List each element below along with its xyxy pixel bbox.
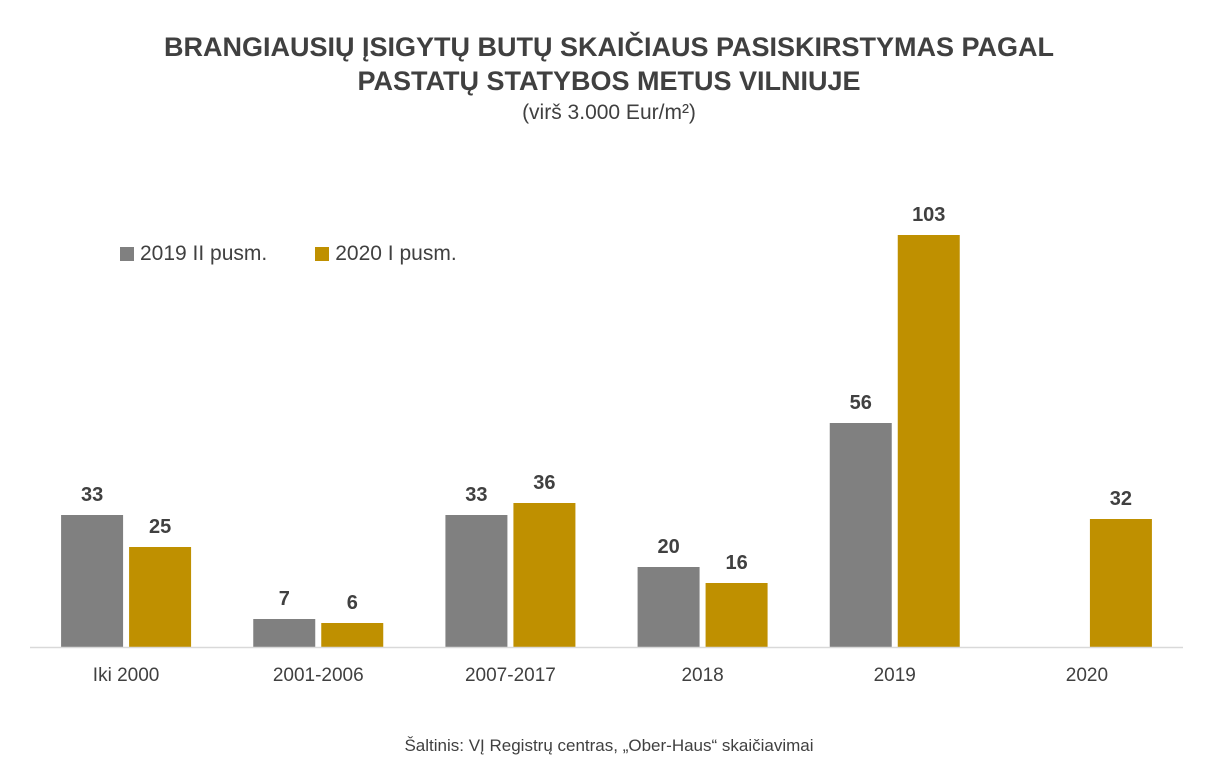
bar-1-4 xyxy=(637,567,700,647)
bar-2-6 xyxy=(1089,519,1152,647)
legend-swatch-series-2 xyxy=(315,247,330,261)
x-tick-label-3: 2007-2017 xyxy=(465,665,556,686)
bar-2-3 xyxy=(513,503,576,647)
data-label-2-5: 103 xyxy=(912,204,945,226)
chart-title-line-2: PASTATŲ STATYBOS METUS VILNIUJE xyxy=(357,66,861,96)
bar-2-5 xyxy=(897,235,960,647)
legend-label-series-1: 2019 II pusm. xyxy=(140,242,268,265)
legend-label-series-2: 2020 I pusm. xyxy=(335,242,457,265)
data-label-1-1: 33 xyxy=(81,484,103,506)
data-label-1-5: 56 xyxy=(850,392,872,414)
data-label-2-3: 36 xyxy=(533,472,555,494)
bar-2-4 xyxy=(705,583,768,647)
data-label-1-4: 20 xyxy=(657,536,679,558)
x-tick-label-4: 2018 xyxy=(681,665,723,686)
source-note: Šaltinis: VĮ Registrų centras, „Ober-Hau… xyxy=(404,736,814,755)
bar-2-2 xyxy=(321,623,384,647)
bar-1-5 xyxy=(829,423,892,647)
x-tick-label-6: 2020 xyxy=(1066,665,1108,686)
chart-title-line-1: BRANGIAUSIŲ ĮSIGYTŲ BUTŲ SKAIČIAUS PASIS… xyxy=(163,32,1055,62)
chart-subtitle: (virš 3.000 Eur/m²) xyxy=(522,101,696,124)
data-label-1-2: 7 xyxy=(279,588,290,610)
x-tick-label-5: 2019 xyxy=(874,665,916,686)
data-label-2-4: 16 xyxy=(725,552,747,574)
legend-swatch-series-1 xyxy=(120,247,134,261)
legend-item-series-2: 2020 I pusm. xyxy=(315,242,457,266)
legend-item-series-1: 2019 II pusm. xyxy=(120,242,267,266)
data-label-2-2: 6 xyxy=(347,592,358,614)
x-tick-label-1: Iki 2000 xyxy=(93,665,160,686)
bar-2-1 xyxy=(129,547,192,647)
data-label-2-6: 32 xyxy=(1110,488,1132,510)
data-label-2-1: 25 xyxy=(149,516,171,538)
bar-1-2 xyxy=(253,619,316,647)
x-tick-label-2: 2001-2006 xyxy=(273,665,364,686)
chart-legend: 2019 II pusm. 2020 I pusm. xyxy=(120,242,505,266)
bar-1-3 xyxy=(445,515,508,647)
bar-1-1 xyxy=(61,515,124,647)
chart-title: BRANGIAUSIŲ ĮSIGYTŲ BUTŲ SKAIČIAUS PASIS… xyxy=(0,30,1218,98)
data-label-1-3: 33 xyxy=(465,484,487,506)
